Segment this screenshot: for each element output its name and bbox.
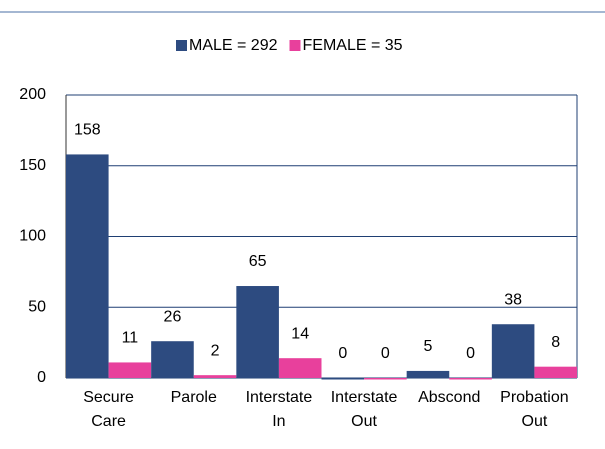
legend-label: FEMALE = 35 xyxy=(303,37,403,54)
bar xyxy=(278,358,322,378)
data-label: 65 xyxy=(249,253,267,270)
bar xyxy=(236,286,279,378)
x-tick-label: Interstate Out xyxy=(331,389,398,430)
data-label: 0 xyxy=(381,345,390,362)
bar xyxy=(108,362,152,378)
bar xyxy=(449,378,492,380)
data-label: 158 xyxy=(74,122,101,139)
y-tick-label: 100 xyxy=(19,228,46,245)
legend-swatch xyxy=(176,40,187,51)
legend-label: MALE = 292 xyxy=(189,37,278,54)
data-label: 2 xyxy=(211,342,220,359)
legend-swatch xyxy=(289,40,301,51)
bar xyxy=(151,341,194,378)
x-tick-label: Abscond xyxy=(418,389,480,406)
x-tick-label: Parole xyxy=(171,389,217,406)
data-label: 0 xyxy=(338,345,347,362)
data-label: 11 xyxy=(122,330,139,347)
bar xyxy=(534,366,577,378)
y-tick-label: 150 xyxy=(19,157,46,174)
bar xyxy=(66,154,109,378)
data-label: 26 xyxy=(164,308,182,325)
bar xyxy=(491,324,535,378)
x-tick-label: Probation Out xyxy=(500,389,569,430)
bar xyxy=(193,375,237,378)
x-tick-label: Interstate In xyxy=(246,389,313,430)
data-label: 38 xyxy=(504,291,522,308)
data-label: 14 xyxy=(291,325,309,342)
y-tick-label: 0 xyxy=(37,369,46,386)
y-tick-label: 50 xyxy=(28,298,46,315)
bar xyxy=(364,378,407,380)
x-tick-label: Secure Care xyxy=(83,389,134,430)
bar xyxy=(321,378,365,380)
bar xyxy=(406,370,450,378)
y-tick-label: 200 xyxy=(19,86,46,103)
data-label: 0 xyxy=(466,345,475,362)
data-label: 8 xyxy=(551,334,560,351)
data-label: 5 xyxy=(424,338,433,355)
